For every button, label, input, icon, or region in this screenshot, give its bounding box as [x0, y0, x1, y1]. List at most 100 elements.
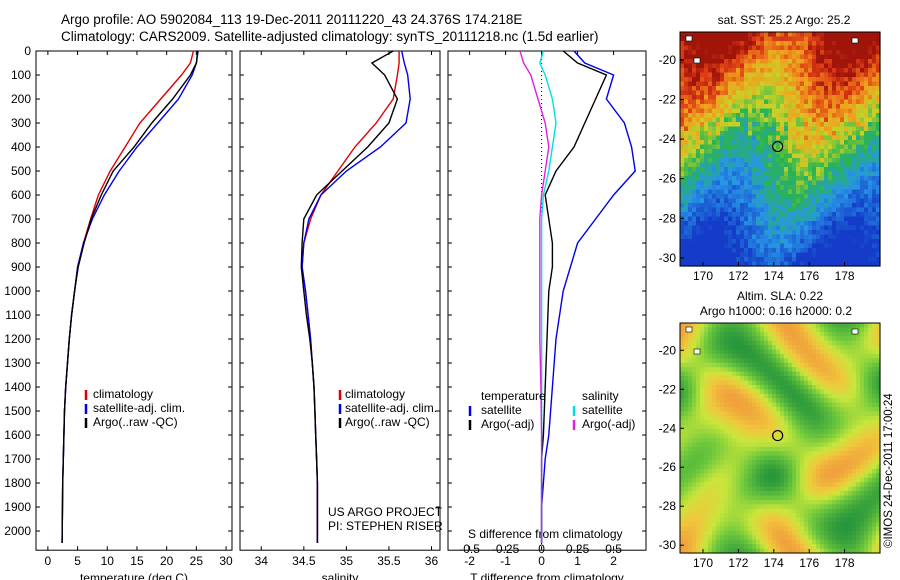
map-cell [724, 482, 729, 488]
depth-tick-label: 200 [11, 92, 31, 106]
map-cell [832, 464, 837, 470]
map-cell [840, 353, 845, 359]
map-cell [768, 45, 773, 51]
map-cell [868, 122, 873, 128]
map-cell [816, 362, 821, 368]
map-cell [744, 508, 749, 514]
map-cell [748, 384, 753, 390]
map-cell [716, 358, 721, 364]
map-cell [812, 194, 817, 200]
map-cell [696, 45, 701, 51]
map-cell [844, 86, 849, 92]
map-cell [868, 415, 873, 421]
map-cell [800, 323, 805, 329]
map-cell [800, 424, 805, 430]
map-cell [692, 398, 697, 404]
map-cell [828, 198, 833, 204]
map-cell [696, 158, 701, 164]
map-cell [840, 212, 845, 218]
map-cell [732, 113, 737, 119]
map-cell [828, 212, 833, 218]
map-cell [848, 398, 853, 404]
map-cell [812, 415, 817, 421]
map-cell [700, 495, 705, 501]
map-cell [876, 495, 881, 501]
map-cell [708, 72, 713, 78]
map-cell [724, 131, 729, 137]
map-cell [752, 433, 757, 439]
map-cell [784, 407, 789, 413]
map-cell [684, 257, 689, 263]
map-cell [704, 243, 709, 249]
map-cell [856, 504, 861, 510]
map-cell [744, 420, 749, 426]
map-cell [872, 41, 877, 47]
map-cell [784, 32, 789, 38]
map-cell [728, 54, 733, 60]
map-cell [776, 194, 781, 200]
map-cell [724, 230, 729, 236]
map-cell [864, 171, 869, 177]
map-cell [696, 420, 701, 426]
map-cell [748, 63, 753, 69]
map-cell [844, 464, 849, 470]
map-cell [860, 367, 865, 373]
map-cell [748, 323, 753, 329]
map-cell [700, 331, 705, 337]
map-cell [832, 149, 837, 155]
map-cell [708, 59, 713, 65]
map-cell [820, 331, 825, 337]
map-cell [840, 376, 845, 382]
map-cell [796, 345, 801, 351]
map-cell [688, 45, 693, 51]
map-cell [764, 323, 769, 329]
map-cell [736, 41, 741, 47]
map-cell [828, 380, 833, 386]
map-cell [784, 77, 789, 83]
map-cell [720, 95, 725, 101]
map-cell [840, 248, 845, 254]
map-cell [804, 340, 809, 346]
map-cell [832, 167, 837, 173]
map-cell [720, 198, 725, 204]
map-cell [764, 171, 769, 177]
map-cell [748, 477, 753, 483]
temperature-tick-label: 25 [190, 554, 204, 568]
map-cell [708, 327, 713, 333]
map-cell [856, 203, 861, 209]
map-cell [808, 95, 813, 101]
map-cell [876, 45, 881, 51]
map-cell [816, 81, 821, 87]
map-cell [768, 376, 773, 382]
map-cell [828, 376, 833, 382]
map-cell [772, 349, 777, 355]
map-cell [724, 261, 729, 267]
map-cell [716, 68, 721, 74]
map-cell [832, 460, 837, 466]
map-cell [784, 122, 789, 128]
map-cell [780, 45, 785, 51]
map-cell [804, 424, 809, 430]
project-note: US ARGO PROJECT [328, 505, 443, 519]
map-cell [732, 194, 737, 200]
map-cell [696, 180, 701, 186]
map-cell [792, 126, 797, 132]
map-cell [788, 438, 793, 444]
map-cell [792, 131, 797, 137]
map-cell [812, 180, 817, 186]
map-cell [828, 180, 833, 186]
map-cell [804, 144, 809, 150]
map-cell [872, 261, 877, 267]
map-cell [752, 261, 757, 267]
map-cell [768, 442, 773, 448]
map-cell [792, 464, 797, 470]
map-cell [720, 77, 725, 83]
map-cell [728, 389, 733, 395]
map-cell [868, 113, 873, 119]
map-cell [716, 180, 721, 186]
map-cell [876, 185, 881, 191]
map-cell [824, 371, 829, 377]
map-cell [844, 203, 849, 209]
map-cell [804, 234, 809, 240]
map-cell [784, 398, 789, 404]
